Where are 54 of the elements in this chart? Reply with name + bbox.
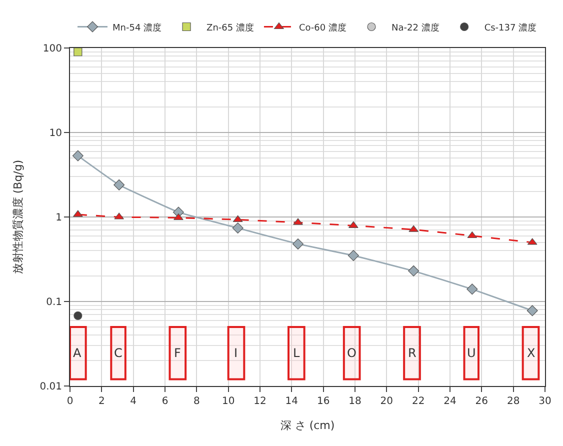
x-tick-label: 28 bbox=[506, 396, 520, 407]
band-label: U bbox=[467, 346, 476, 360]
x-tick-label: 18 bbox=[348, 396, 362, 407]
x-tick-label: 10 bbox=[222, 396, 235, 407]
band-label: C bbox=[114, 346, 122, 360]
legend-label: Cs-137 濃度 bbox=[484, 22, 537, 34]
x-tick-label: 6 bbox=[162, 396, 168, 407]
point bbox=[293, 218, 303, 225]
x-axis-title: 深 さ (cm) bbox=[280, 419, 335, 432]
band-label: R bbox=[408, 346, 416, 360]
legend-label: Zn-65 濃度 bbox=[206, 22, 254, 34]
band-label: O bbox=[347, 346, 356, 360]
point bbox=[408, 225, 418, 232]
point bbox=[73, 210, 83, 217]
x-tick-label: 16 bbox=[316, 396, 330, 407]
point bbox=[408, 265, 420, 276]
x-tick-label: 12 bbox=[254, 396, 266, 407]
point bbox=[114, 212, 124, 220]
legend-label: Mn-54 濃度 bbox=[112, 22, 162, 34]
y-tick-label: 10 bbox=[49, 128, 62, 139]
point bbox=[348, 221, 358, 228]
x-tick-label: 30 bbox=[538, 396, 552, 407]
y-tick-label: 100 bbox=[42, 44, 62, 54]
x-tick-label: 2 bbox=[98, 396, 105, 407]
point bbox=[74, 48, 82, 56]
band-label: X bbox=[527, 346, 536, 360]
point bbox=[292, 238, 304, 250]
point bbox=[467, 231, 478, 238]
point bbox=[72, 150, 84, 162]
point bbox=[232, 222, 244, 234]
y-tick-label: 0.1 bbox=[46, 297, 62, 308]
x-tick-label: 14 bbox=[285, 396, 298, 407]
point bbox=[74, 311, 82, 320]
point bbox=[348, 250, 359, 262]
x-tick-label: 20 bbox=[380, 396, 394, 407]
band-label: F bbox=[174, 346, 181, 360]
x-tick-label: 22 bbox=[412, 396, 425, 407]
point bbox=[526, 305, 538, 316]
legend-label: Na-22 濃度 bbox=[392, 22, 440, 34]
point bbox=[466, 284, 478, 295]
x-tick-label: 26 bbox=[475, 396, 488, 407]
x-tick-label: 8 bbox=[193, 396, 200, 407]
band-label: A bbox=[73, 346, 82, 360]
x-tick-label: 24 bbox=[444, 396, 456, 407]
y-tick-label: 0.01 bbox=[40, 382, 62, 392]
legend-label: Co-60 濃度 bbox=[298, 22, 346, 34]
point bbox=[174, 213, 184, 220]
x-tick-label: 0 bbox=[66, 396, 74, 407]
x-tick-label: 4 bbox=[130, 396, 137, 407]
band-label: I bbox=[234, 346, 238, 360]
point bbox=[114, 179, 125, 190]
y-axis-title: 放射性物質濃度 (Bq/g) bbox=[11, 160, 24, 274]
band-label: L bbox=[293, 346, 300, 360]
y-tick-label: 1 bbox=[56, 212, 62, 224]
